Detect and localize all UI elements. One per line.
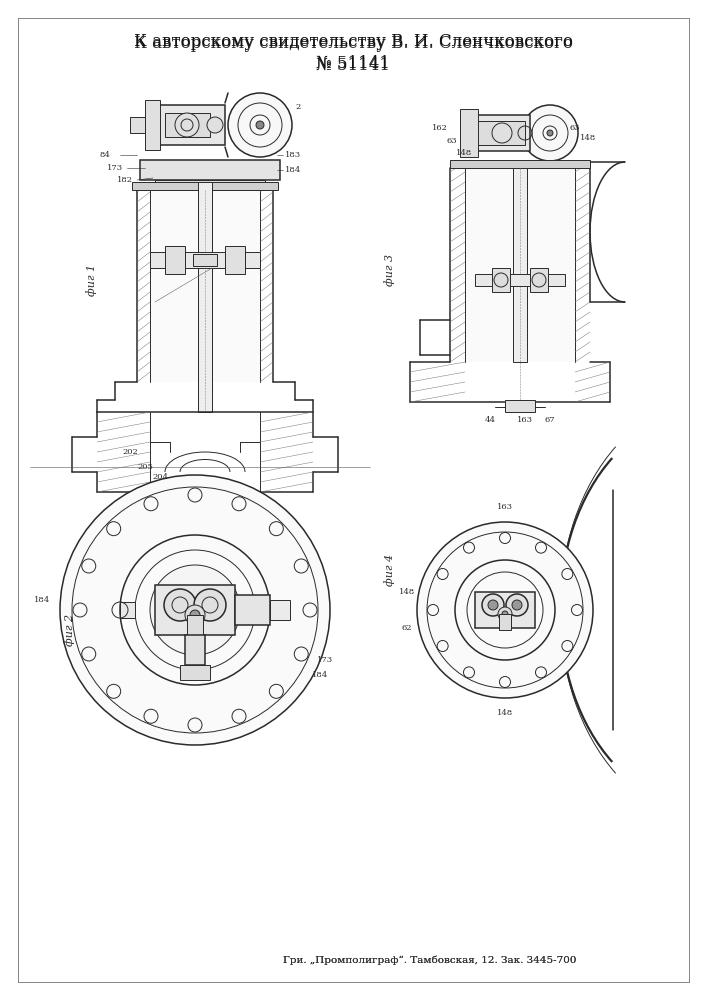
Bar	[198, 190, 212, 390]
Circle shape	[492, 123, 512, 143]
Text: Гри. „Промполиграф“. Тамбовская, 12. Зак. 3445-700: Гри. „Промполиграф“. Тамбовская, 12. Зак…	[284, 955, 577, 965]
Text: Гри. „Промполиграф“. Тамбовская, 12. Зак. 3445-700: Гри. „Промполиграф“. Тамбовская, 12. Зак…	[284, 955, 577, 965]
Circle shape	[498, 607, 512, 621]
Bar	[235, 595, 270, 625]
Text: № 51141: № 51141	[316, 54, 390, 72]
Bar	[499, 614, 511, 630]
Circle shape	[488, 600, 498, 610]
Bar	[475, 274, 565, 286]
Text: 67: 67	[544, 416, 555, 424]
Circle shape	[164, 589, 196, 621]
Text: 202: 202	[122, 448, 138, 456]
Bar	[513, 168, 527, 362]
Bar	[530, 268, 548, 292]
Text: 163: 163	[517, 416, 533, 424]
Text: 183: 183	[285, 151, 301, 159]
Text: 148: 148	[497, 709, 513, 717]
Circle shape	[60, 475, 330, 745]
Text: № 51141: № 51141	[316, 56, 390, 74]
Bar	[155, 180, 265, 190]
Text: 44: 44	[484, 416, 496, 424]
Text: 63: 63	[447, 137, 457, 145]
Bar	[460, 109, 478, 157]
Text: К авторскому свидетельству В. И. Сленчковского: К авторскому свидетельству В. И. Сленчко…	[134, 35, 573, 52]
Circle shape	[194, 589, 226, 621]
Bar	[150, 252, 260, 268]
Bar	[465, 168, 575, 362]
Bar	[130, 117, 145, 133]
Circle shape	[494, 273, 508, 287]
Bar	[185, 635, 205, 665]
Text: 162: 162	[432, 124, 448, 132]
Circle shape	[190, 610, 200, 620]
Circle shape	[228, 93, 292, 157]
Bar	[475, 592, 535, 628]
Text: 163: 163	[497, 503, 513, 511]
Text: 2: 2	[296, 103, 300, 111]
Text: 84: 84	[100, 151, 110, 159]
Text: 204: 204	[152, 473, 168, 481]
Circle shape	[417, 522, 593, 698]
Text: фиг 3: фиг 3	[385, 254, 395, 286]
Text: 173: 173	[107, 164, 123, 172]
Bar	[165, 246, 185, 274]
Bar	[120, 602, 135, 618]
Text: фиг 2: фиг 2	[64, 614, 76, 646]
Circle shape	[502, 611, 508, 617]
Circle shape	[547, 130, 553, 136]
Bar	[155, 585, 235, 635]
Text: 184: 184	[312, 671, 328, 679]
Bar	[450, 160, 590, 168]
Text: 182: 182	[117, 176, 133, 184]
Bar	[187, 615, 203, 635]
Bar	[180, 665, 210, 680]
Circle shape	[150, 565, 240, 655]
Bar	[475, 121, 525, 145]
Text: 62: 62	[402, 624, 412, 632]
Circle shape	[532, 273, 546, 287]
Text: 205: 205	[137, 463, 153, 471]
Bar	[198, 182, 212, 412]
Bar	[270, 600, 290, 620]
Bar	[140, 160, 280, 180]
Text: фиг 4: фиг 4	[385, 554, 395, 586]
Bar	[492, 268, 510, 292]
Circle shape	[512, 600, 522, 610]
Bar	[165, 113, 210, 137]
Bar	[193, 254, 217, 266]
Circle shape	[175, 113, 199, 137]
Circle shape	[185, 605, 205, 625]
Circle shape	[207, 117, 223, 133]
Text: 148: 148	[456, 149, 472, 157]
Bar	[225, 246, 245, 274]
Text: 63: 63	[570, 124, 580, 132]
Bar	[150, 105, 225, 145]
Text: 148: 148	[580, 134, 596, 142]
Text: фиг 1: фиг 1	[87, 264, 98, 296]
Bar	[465, 115, 530, 151]
Circle shape	[256, 121, 264, 129]
Circle shape	[522, 105, 578, 161]
Bar	[145, 100, 160, 150]
Text: К авторскому свидетельству В. И. Сленчковского: К авторскому свидетельству В. И. Сленчко…	[134, 33, 573, 50]
Text: 148: 148	[399, 588, 415, 596]
Bar	[132, 182, 278, 190]
Circle shape	[506, 594, 528, 616]
Bar	[505, 400, 535, 412]
Text: 173: 173	[317, 656, 333, 664]
Text: 184: 184	[285, 166, 301, 174]
Circle shape	[482, 594, 504, 616]
Text: 184: 184	[34, 596, 50, 604]
Bar	[150, 190, 260, 382]
